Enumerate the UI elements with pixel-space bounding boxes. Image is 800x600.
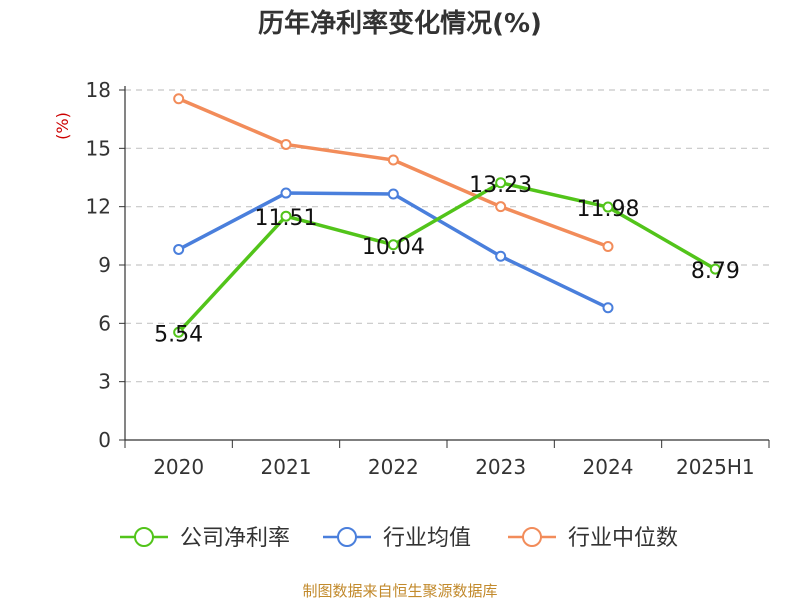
- y-tick-label: 18: [86, 78, 111, 102]
- data-point: [602, 302, 614, 314]
- data-point: [280, 187, 292, 199]
- y-axis-label: (%): [53, 112, 72, 140]
- data-point: [173, 326, 185, 338]
- data-point: [709, 263, 721, 275]
- series-industry-average: [173, 187, 614, 314]
- series-line: [177, 97, 609, 249]
- series-industry-median: [173, 93, 614, 253]
- y-tick-labels: 0 3 6 9 12 15 18: [86, 78, 111, 452]
- legend-item-industry-median[interactable]: 行业中位数: [508, 526, 678, 551]
- y-tick-label: 9: [98, 253, 111, 277]
- legend-item-company-net-margin[interactable]: 公司净利率: [120, 526, 290, 551]
- axes: [119, 86, 770, 448]
- data-point: [387, 188, 399, 200]
- data-point: [280, 210, 292, 222]
- data-point: [495, 177, 507, 189]
- x-tick-label-2023: 2023: [475, 455, 526, 479]
- chart-title: 历年净利率变化情况(%): [258, 8, 542, 39]
- legend-item-industry-average[interactable]: 行业均值: [323, 526, 471, 551]
- data-point: [602, 201, 614, 213]
- data-point: [495, 201, 507, 213]
- x-tick-label-2024: 2024: [583, 455, 634, 479]
- x-tick-label-2025H1: 2025H1: [676, 455, 755, 479]
- data-labels: 5.54 11.51 10.04 13.23 11.98 8.79: [154, 173, 740, 348]
- legend-label: 行业中位数: [568, 526, 678, 551]
- data-point: [387, 239, 399, 251]
- x-tick-labels: 2020 2021 2022 2023 2024 2025H1: [153, 455, 754, 479]
- legend-marker-icon: [134, 527, 154, 547]
- y-tick-label: 0: [98, 428, 111, 452]
- x-tick-label-2020: 2020: [153, 455, 204, 479]
- y-tick-label: 15: [86, 136, 111, 160]
- data-label: 5.54: [154, 322, 203, 347]
- data-point: [387, 154, 399, 166]
- source-note: 制图数据来自恒生聚源数据库: [302, 582, 497, 600]
- series-lines: [173, 93, 721, 338]
- data-label: 11.98: [577, 197, 640, 222]
- x-tick-label-2022: 2022: [368, 455, 419, 479]
- y-tick-label: 3: [98, 370, 111, 394]
- data-point: [173, 243, 185, 255]
- data-label: 8.79: [691, 259, 740, 284]
- data-point: [602, 241, 614, 253]
- y-tick-label: 6: [98, 311, 111, 335]
- legend-label: 行业均值: [383, 526, 471, 551]
- legend-label: 公司净利率: [180, 526, 290, 551]
- legend[interactable]: 公司净利率 行业均值 行业中位数: [120, 526, 678, 551]
- data-label: 11.51: [255, 206, 318, 231]
- legend-marker-icon: [337, 527, 357, 547]
- data-point: [495, 250, 507, 262]
- grid-lines: [125, 89, 769, 383]
- legend-marker-icon: [522, 527, 542, 547]
- x-tick-label-2021: 2021: [261, 455, 312, 479]
- series-line: [177, 181, 717, 334]
- data-label: 10.04: [362, 235, 425, 260]
- data-point: [173, 93, 185, 105]
- y-tick-label: 12: [86, 195, 111, 219]
- data-label: 13.23: [469, 173, 532, 198]
- data-point: [280, 138, 292, 150]
- series-company-net-margin: [173, 177, 721, 338]
